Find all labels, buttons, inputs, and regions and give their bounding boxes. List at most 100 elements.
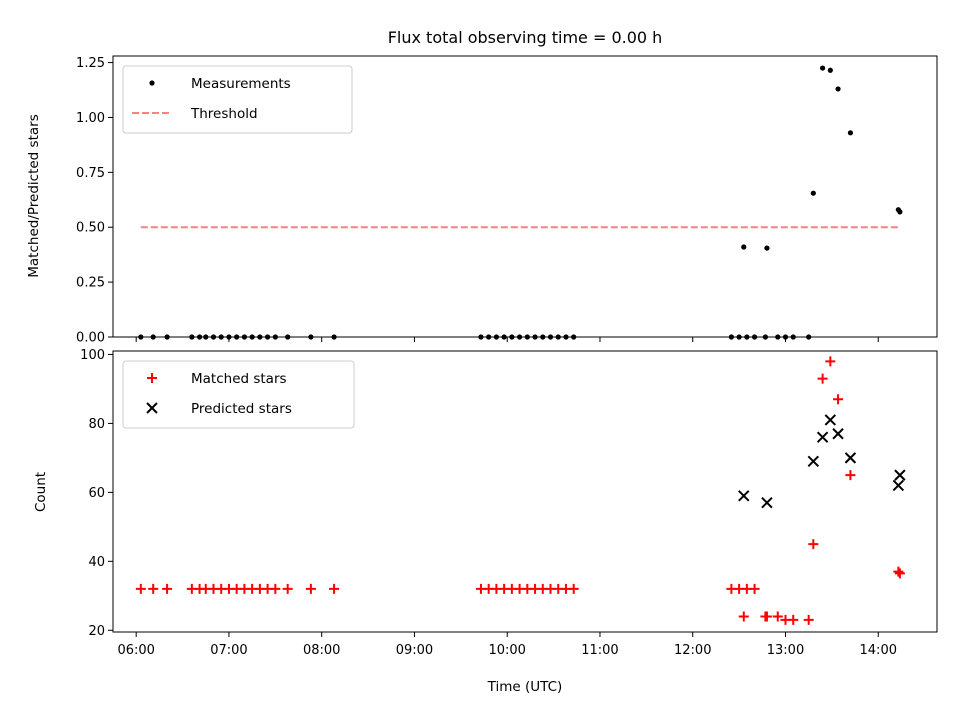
predicted-star-point bbox=[816, 431, 829, 443]
matched-star-point bbox=[833, 394, 844, 405]
legend-label: Measurements bbox=[191, 76, 291, 92]
x-tick-label: 09:00 bbox=[396, 643, 433, 658]
measurement-point bbox=[775, 334, 781, 340]
predicted-star-point bbox=[894, 469, 906, 481]
y-tick-label: 0.25 bbox=[76, 276, 105, 291]
chart-title: Flux total observing time = 0.00 h bbox=[388, 28, 663, 47]
measurement-point bbox=[728, 334, 734, 340]
measurement-point bbox=[782, 334, 789, 340]
measurement-point bbox=[819, 65, 826, 71]
measurement-point bbox=[524, 334, 530, 340]
measurement-point bbox=[547, 334, 554, 340]
measurement-point bbox=[571, 334, 577, 340]
top-y-axis-label: Matched/Predicted stars bbox=[26, 114, 42, 277]
matched-star-point bbox=[845, 470, 856, 481]
measurement-point bbox=[493, 334, 499, 340]
matched-star-point bbox=[893, 566, 904, 577]
matched-star-point bbox=[749, 583, 760, 594]
measurement-point bbox=[272, 334, 278, 340]
y-tick-label: 0.50 bbox=[76, 221, 105, 236]
y-tick-label: 0.75 bbox=[76, 166, 105, 181]
top-panel: 0.00 0.25 0.50 0.75 1.00 1.25 Measurements Thre… bbox=[76, 55, 938, 346]
bottom-panel: 20 40 60 80 100 06:00 07:00 08:00 09:00 10:00 11:0… bbox=[80, 348, 938, 658]
measurement-point bbox=[532, 334, 538, 340]
plot-frame bbox=[112, 350, 938, 633]
matched-star-point bbox=[162, 583, 173, 594]
measurement-point bbox=[897, 209, 903, 215]
matched-star-point bbox=[761, 611, 772, 622]
measurement-point bbox=[210, 334, 217, 340]
matched-star-point bbox=[305, 583, 316, 594]
y-tick-label: 20 bbox=[88, 624, 105, 639]
measurement-point bbox=[555, 334, 561, 340]
measurement-point bbox=[196, 334, 203, 340]
matched-star-point bbox=[894, 568, 905, 579]
x-tick-label: 10:00 bbox=[488, 643, 525, 658]
measurement-point bbox=[764, 245, 770, 251]
measurement-point bbox=[806, 334, 812, 340]
measurement-point bbox=[138, 334, 144, 340]
x-axis-label: Time (UTC) bbox=[487, 679, 563, 695]
legend-box bbox=[122, 65, 353, 134]
measurement-point bbox=[741, 244, 747, 250]
measurement-point bbox=[285, 334, 291, 340]
legend-marker-x bbox=[146, 402, 158, 414]
measurement-point bbox=[827, 67, 833, 73]
x-tick-label: 11:00 bbox=[581, 643, 618, 658]
legend-label: Matched stars bbox=[191, 371, 287, 387]
x-tick-label: 06:00 bbox=[117, 643, 154, 658]
legend: Measurements Threshold bbox=[122, 65, 353, 134]
matched-star-point bbox=[329, 583, 340, 594]
measurement-point bbox=[234, 334, 240, 340]
legend: Matched stars Predicted stars bbox=[122, 360, 355, 429]
bottom-y-axis-label: Count bbox=[33, 472, 49, 512]
predicted-star-point bbox=[844, 452, 857, 464]
x-tick-label: 14:00 bbox=[860, 643, 897, 658]
measurement-point bbox=[847, 130, 854, 136]
x-tick-label: 07:00 bbox=[210, 643, 247, 658]
legend-marker-plus bbox=[147, 373, 157, 383]
measurement-point bbox=[516, 334, 523, 340]
measurement-point bbox=[744, 334, 750, 340]
measurement-point bbox=[501, 334, 507, 340]
matched-star-point bbox=[803, 614, 814, 625]
legend-box bbox=[122, 360, 355, 429]
measurement-point bbox=[218, 334, 224, 340]
measurement-point bbox=[563, 334, 569, 340]
measurement-point bbox=[257, 334, 263, 340]
measurement-point bbox=[751, 334, 758, 340]
predicted-star-point bbox=[738, 490, 750, 502]
measurement-point bbox=[203, 334, 209, 340]
legend-label: Predicted stars bbox=[191, 401, 292, 417]
measurement-point bbox=[810, 190, 816, 196]
predicted-star-point bbox=[892, 479, 905, 492]
x-tick-label: 12:00 bbox=[674, 643, 711, 658]
matched-star-point bbox=[808, 539, 819, 550]
measurement-point bbox=[736, 334, 742, 340]
measurement-point bbox=[331, 334, 337, 340]
y-tick-label: 100 bbox=[80, 348, 105, 363]
matched-star-point bbox=[788, 614, 799, 625]
measurement-point bbox=[241, 334, 248, 340]
legend-label: Threshold bbox=[190, 106, 258, 122]
matched-star-point bbox=[148, 583, 159, 594]
matched-star-point bbox=[282, 583, 293, 594]
measurement-point bbox=[790, 334, 796, 340]
legend-marker-dot bbox=[149, 80, 155, 86]
matched-star-point bbox=[817, 373, 828, 384]
matched-star-point bbox=[738, 611, 749, 622]
predicted-star-point bbox=[832, 428, 844, 440]
measurement-point bbox=[226, 334, 232, 340]
y-tick-label: 40 bbox=[88, 555, 105, 570]
y-tick-label: 1.00 bbox=[76, 111, 105, 126]
measurement-point bbox=[762, 334, 768, 340]
y-tick-label: 1.25 bbox=[76, 56, 105, 71]
x-tick-label: 08:00 bbox=[303, 643, 340, 658]
matched-star-point bbox=[135, 583, 146, 594]
measurement-point bbox=[189, 334, 195, 340]
measurement-point bbox=[486, 334, 492, 340]
measurement-point bbox=[478, 334, 484, 340]
measurement-point bbox=[164, 334, 170, 340]
measurement-point bbox=[835, 86, 841, 92]
